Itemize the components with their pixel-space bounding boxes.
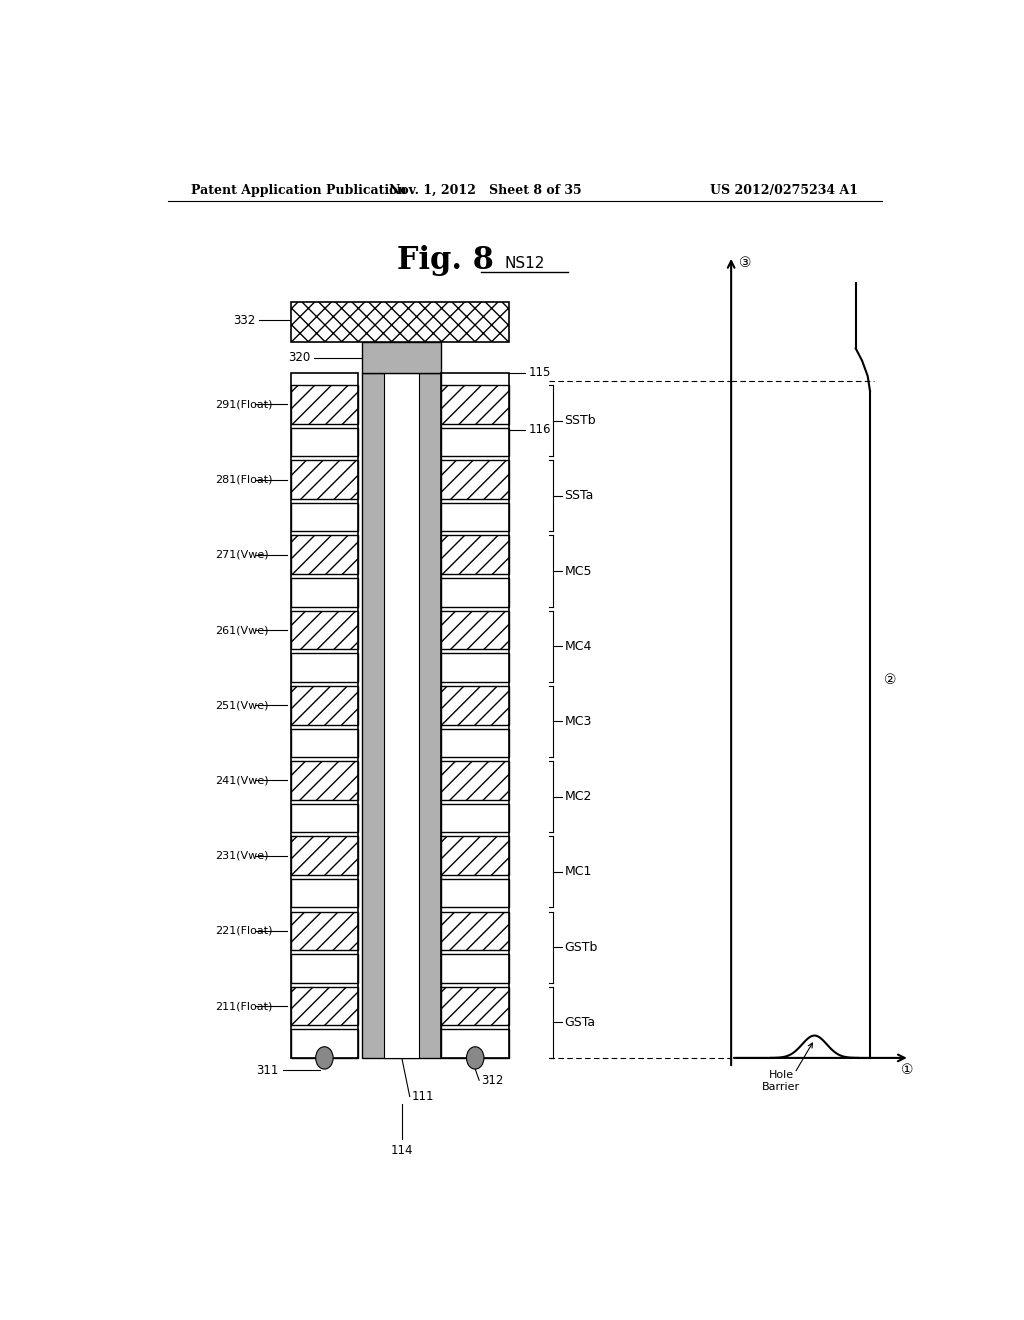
Bar xyxy=(441,461,509,499)
Text: 221(Float): 221(Float) xyxy=(215,925,272,936)
Bar xyxy=(291,653,358,682)
Text: Patent Application Publication: Patent Application Publication xyxy=(191,183,407,197)
Text: 241(Vwe): 241(Vwe) xyxy=(215,775,269,785)
Bar xyxy=(441,385,509,424)
Bar xyxy=(441,837,509,875)
Text: MC4: MC4 xyxy=(564,640,592,653)
Bar xyxy=(291,461,358,499)
Text: ②: ② xyxy=(884,673,896,686)
Bar xyxy=(362,342,441,372)
Text: 115: 115 xyxy=(528,367,551,379)
Bar xyxy=(441,762,509,800)
Text: 320: 320 xyxy=(289,351,310,364)
Text: Fig. 8: Fig. 8 xyxy=(397,244,494,276)
Bar xyxy=(441,804,509,833)
Text: 312: 312 xyxy=(481,1073,504,1086)
Bar xyxy=(291,837,358,875)
Bar xyxy=(291,536,358,574)
Text: GSTa: GSTa xyxy=(564,1016,596,1028)
Bar xyxy=(291,611,358,649)
Bar xyxy=(291,503,358,532)
Bar xyxy=(384,372,419,1057)
Text: 311: 311 xyxy=(256,1064,279,1077)
Bar xyxy=(441,611,509,649)
Text: 281(Float): 281(Float) xyxy=(215,475,272,484)
Circle shape xyxy=(467,1047,484,1069)
Bar xyxy=(291,428,358,457)
Text: Nov. 1, 2012   Sheet 8 of 35: Nov. 1, 2012 Sheet 8 of 35 xyxy=(389,183,582,197)
Bar xyxy=(291,578,358,607)
Text: 291(Float): 291(Float) xyxy=(215,400,272,409)
Bar xyxy=(441,912,509,950)
Text: 231(Vwe): 231(Vwe) xyxy=(215,850,268,861)
Bar xyxy=(291,1030,358,1057)
Text: 116: 116 xyxy=(528,424,551,437)
Bar xyxy=(291,762,358,800)
Text: 271(Vwe): 271(Vwe) xyxy=(215,550,269,560)
Text: Hole
Barrier: Hole Barrier xyxy=(762,1071,800,1092)
Text: US 2012/0275234 A1: US 2012/0275234 A1 xyxy=(710,183,858,197)
Bar xyxy=(441,578,509,607)
Text: MC5: MC5 xyxy=(564,565,592,578)
Text: MC2: MC2 xyxy=(564,791,592,803)
Text: ③: ③ xyxy=(739,256,752,271)
Text: SSTb: SSTb xyxy=(564,414,596,428)
Bar xyxy=(441,428,509,457)
Bar xyxy=(441,503,509,532)
Bar xyxy=(291,804,358,833)
Text: 211(Float): 211(Float) xyxy=(215,1001,272,1011)
Text: 111: 111 xyxy=(412,1090,434,1104)
Text: NS12: NS12 xyxy=(505,256,545,271)
Bar xyxy=(291,686,358,725)
Bar xyxy=(291,987,358,1026)
Text: 114: 114 xyxy=(390,1144,413,1158)
Text: 332: 332 xyxy=(232,314,255,326)
Bar xyxy=(441,536,509,574)
Text: 251(Vwe): 251(Vwe) xyxy=(215,700,268,710)
Bar xyxy=(441,879,509,907)
Bar xyxy=(441,987,509,1026)
Bar xyxy=(441,954,509,982)
Bar xyxy=(362,372,441,1057)
Text: GSTb: GSTb xyxy=(564,941,598,953)
Bar xyxy=(291,954,358,982)
Bar xyxy=(291,302,509,342)
Text: 261(Vwe): 261(Vwe) xyxy=(215,624,268,635)
Bar xyxy=(441,372,509,1057)
Text: MC1: MC1 xyxy=(564,866,592,878)
Bar xyxy=(291,729,358,758)
Bar xyxy=(441,729,509,758)
Text: ①: ① xyxy=(901,1063,913,1077)
Bar xyxy=(441,1030,509,1057)
Bar xyxy=(291,912,358,950)
Bar xyxy=(291,385,358,424)
Bar xyxy=(441,653,509,682)
Text: MC3: MC3 xyxy=(564,715,592,729)
Bar xyxy=(291,372,358,1057)
Bar xyxy=(441,686,509,725)
Bar xyxy=(291,879,358,907)
Text: SSTa: SSTa xyxy=(564,490,594,503)
Circle shape xyxy=(315,1047,333,1069)
